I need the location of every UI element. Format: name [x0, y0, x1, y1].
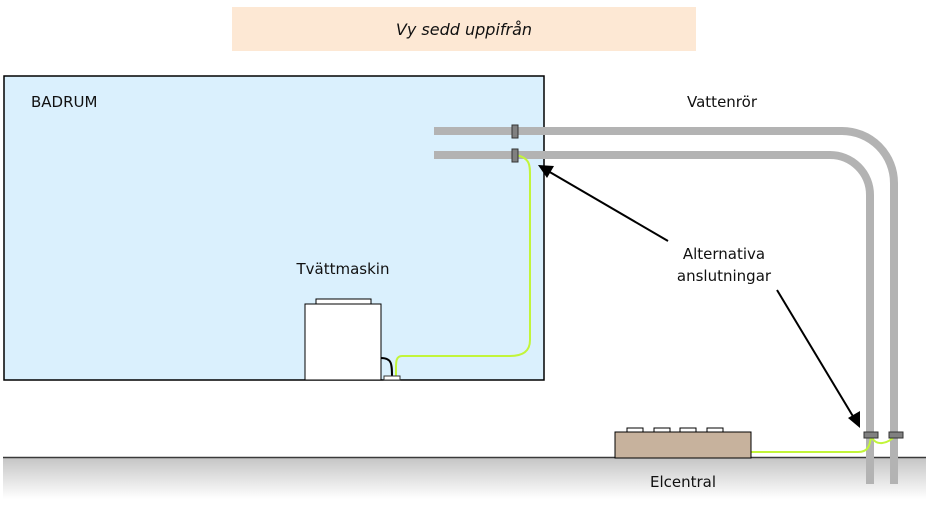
- cable-to-washing-machine: [395, 154, 531, 377]
- washing-machine-lid: [315, 298, 372, 305]
- arrow-to-lower-connection-head: [848, 411, 860, 428]
- electrical-panel: [614, 431, 752, 459]
- arrow-to-upper-connection-shaft: [547, 170, 669, 242]
- bathroom-room: [3, 75, 545, 381]
- electrical-panel-label: Elcentral: [650, 473, 716, 491]
- water-pipes: [434, 127, 898, 484]
- water-pipe-outer: [434, 127, 898, 484]
- floor-strip: [3, 457, 926, 499]
- alt-connections-label-line2: anslutningar: [677, 267, 772, 285]
- arrow-to-upper-connection-head: [538, 165, 554, 178]
- washing-machine-label: Tvättmaskin: [296, 260, 390, 278]
- arrow-to-lower-connection-shaft: [776, 289, 855, 419]
- water-pipe-inner: [434, 151, 874, 484]
- alt-connections-label-line1: Alternativa: [683, 245, 765, 263]
- pipe-clamp-upper: [511, 124, 519, 139]
- pipe-clamp-lower: [511, 148, 519, 163]
- washing-machine-body: [304, 303, 382, 381]
- pipe-clamp-bottom-right: [888, 431, 904, 439]
- washing-machine-hose: [380, 357, 393, 379]
- water-pipes-label: Vattenrör: [687, 93, 758, 111]
- diagram-title: Vy sedd uppifrån: [396, 20, 532, 39]
- pipe-clamp-bottom-left: [863, 431, 879, 439]
- title-banner: [232, 7, 696, 51]
- washing-machine-outlet: [383, 375, 401, 381]
- bathroom-label: BADRUM: [31, 93, 97, 111]
